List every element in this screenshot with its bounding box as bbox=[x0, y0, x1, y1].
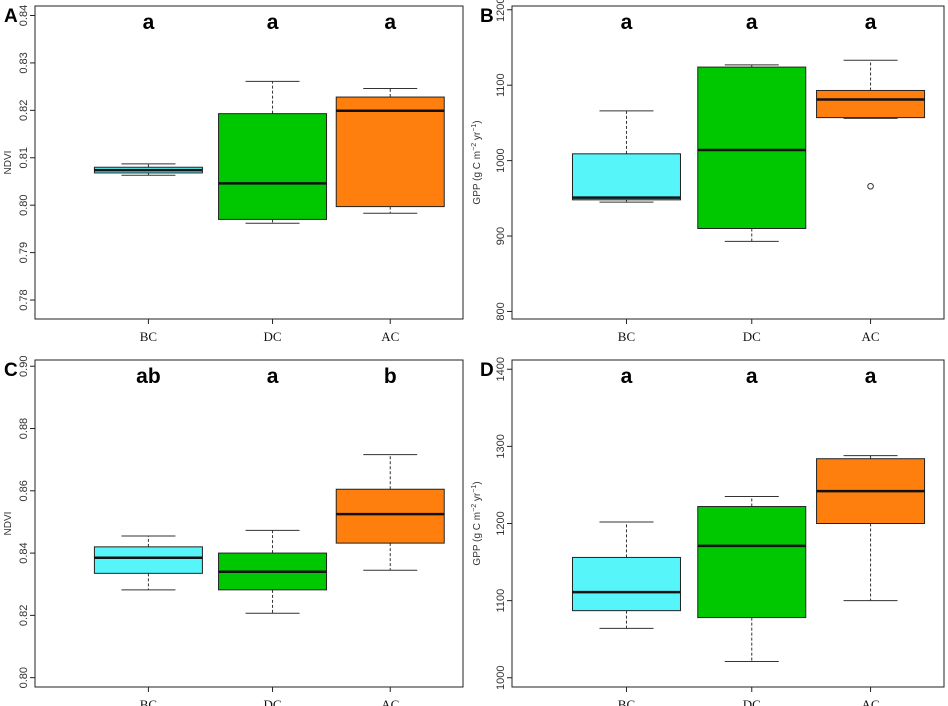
y-tick-label: 1000 bbox=[495, 666, 507, 690]
outlier-point bbox=[867, 182, 874, 190]
box-ac: AC b bbox=[335, 365, 445, 706]
y-tick-label: 900 bbox=[495, 227, 507, 245]
y-axis-label: GPP (g C m−2 yr−1) bbox=[471, 481, 483, 565]
y-tick-label: 0.81 bbox=[18, 147, 30, 168]
box-dc: DC a bbox=[697, 365, 807, 706]
x-tick-label: AC bbox=[862, 329, 880, 344]
panel-c: C 0.80 0.82 0.84 0.86 0.88 0.90 NDVI BC ab DC a AC b bbox=[3, 356, 464, 706]
x-tick-label: BC bbox=[618, 697, 635, 706]
significance-letter: a bbox=[143, 11, 155, 34]
y-tick-label: 1100 bbox=[495, 73, 507, 97]
iqr-box bbox=[571, 556, 681, 612]
y-tick-label: 0.88 bbox=[18, 418, 30, 439]
y-tick-label: 0.84 bbox=[18, 5, 30, 26]
y-tick-label: 0.83 bbox=[18, 52, 30, 73]
iqr-box bbox=[335, 488, 445, 544]
iqr-box bbox=[697, 506, 807, 619]
box-dc: DC a bbox=[218, 365, 328, 706]
x-tick-label: DC bbox=[264, 697, 282, 706]
box-dc: DC a bbox=[697, 11, 807, 344]
panel-label: D bbox=[480, 360, 494, 381]
x-tick-label: AC bbox=[862, 697, 880, 706]
panel-b: B 800 900 1000 1100 1200 GPP (g C m−2 yr−1) BC a… bbox=[471, 0, 945, 344]
iqr-box bbox=[218, 113, 328, 220]
x-tick-label: AC bbox=[381, 697, 399, 706]
iqr-box bbox=[816, 89, 926, 119]
y-axis-label-superscript: −2 bbox=[471, 504, 478, 512]
panel-label: C bbox=[4, 360, 18, 381]
x-tick-label: DC bbox=[743, 697, 761, 706]
box-bc: BC ab bbox=[93, 365, 203, 706]
significance-letter: a bbox=[621, 11, 633, 34]
significance-letter: a bbox=[621, 365, 633, 388]
significance-letter: a bbox=[384, 11, 396, 34]
y-axis-label-superscript: −2 bbox=[471, 143, 478, 151]
y-tick-label: 800 bbox=[495, 302, 507, 320]
iqr-box bbox=[93, 546, 203, 574]
y-tick-label: 0.90 bbox=[18, 356, 30, 377]
y-tick-label: 0.82 bbox=[18, 100, 30, 121]
box-bc: BC a bbox=[571, 365, 681, 706]
panel-d: D 1000 1100 1200 1300 1400 GPP (g C m−2 yr−1) B… bbox=[471, 357, 945, 706]
panel-label: A bbox=[4, 6, 18, 27]
x-tick-label: AC bbox=[381, 329, 399, 344]
plot-frame bbox=[511, 5, 945, 320]
significance-letter: a bbox=[267, 365, 279, 388]
y-tick-label: 0.78 bbox=[18, 289, 30, 310]
y-tick-label: 1300 bbox=[495, 434, 507, 458]
panel-label: B bbox=[480, 6, 494, 27]
y-axis-label-part: ) bbox=[472, 120, 483, 123]
plot-frame bbox=[34, 359, 464, 688]
y-axis-label-part: ) bbox=[472, 481, 483, 484]
y-tick-label: 1000 bbox=[495, 148, 507, 172]
y-tick-label: 0.84 bbox=[18, 542, 30, 563]
y-axis-label-superscript: −1 bbox=[471, 485, 478, 493]
significance-letter: a bbox=[746, 365, 758, 388]
significance-letter: a bbox=[865, 11, 877, 34]
box-ac: AC a bbox=[816, 11, 926, 344]
y-axis-label-part: yr bbox=[472, 492, 483, 504]
y-tick-label: 0.80 bbox=[18, 667, 30, 688]
y-tick-label: 1100 bbox=[495, 589, 507, 613]
y-tick-label: 0.82 bbox=[18, 605, 30, 626]
y-tick-label: 1200 bbox=[495, 511, 507, 535]
y-axis-label-part: GPP (g C m bbox=[472, 151, 483, 205]
y-tick-label: 1200 bbox=[495, 0, 507, 22]
panel-a: A0.780.790.800.810.820.830.84NDVIBCaDCaA… bbox=[3, 5, 464, 344]
x-tick-label: BC bbox=[618, 329, 635, 344]
y-tick-label: 0.80 bbox=[18, 194, 30, 215]
y-axis-label: NDVI bbox=[3, 151, 14, 175]
significance-letter: b bbox=[384, 365, 397, 388]
iqr-box bbox=[335, 96, 445, 208]
y-axis-label: NDVI bbox=[3, 512, 14, 536]
x-tick-label: BC bbox=[140, 697, 157, 706]
x-tick-label: BC bbox=[140, 329, 157, 344]
y-tick-label: 0.86 bbox=[18, 480, 30, 501]
iqr-box bbox=[571, 153, 681, 201]
y-tick-label: 1400 bbox=[495, 357, 507, 381]
y-axis-label-part: yr bbox=[472, 131, 483, 143]
x-tick-label: DC bbox=[264, 329, 282, 344]
significance-letter: a bbox=[746, 11, 758, 34]
box-ac: AC a bbox=[816, 365, 926, 706]
iqr-box bbox=[697, 66, 807, 229]
box-bc: BC a bbox=[571, 11, 681, 344]
y-axis-label-part: GPP (g C m bbox=[472, 512, 483, 566]
significance-letter: ab bbox=[136, 365, 161, 388]
y-axis-label: GPP (g C m−2 yr−1) bbox=[471, 120, 483, 204]
y-axis-label-superscript: −1 bbox=[471, 124, 478, 132]
plot-frame bbox=[34, 5, 464, 320]
significance-letter: a bbox=[865, 365, 877, 388]
y-tick-label: 0.79 bbox=[18, 242, 30, 263]
box-bc: BC a bbox=[93, 11, 203, 344]
significance-letter: a bbox=[267, 11, 279, 34]
box-dc: DC a bbox=[218, 11, 328, 344]
x-tick-label: DC bbox=[743, 329, 761, 344]
box-ac: AC a bbox=[335, 11, 445, 344]
